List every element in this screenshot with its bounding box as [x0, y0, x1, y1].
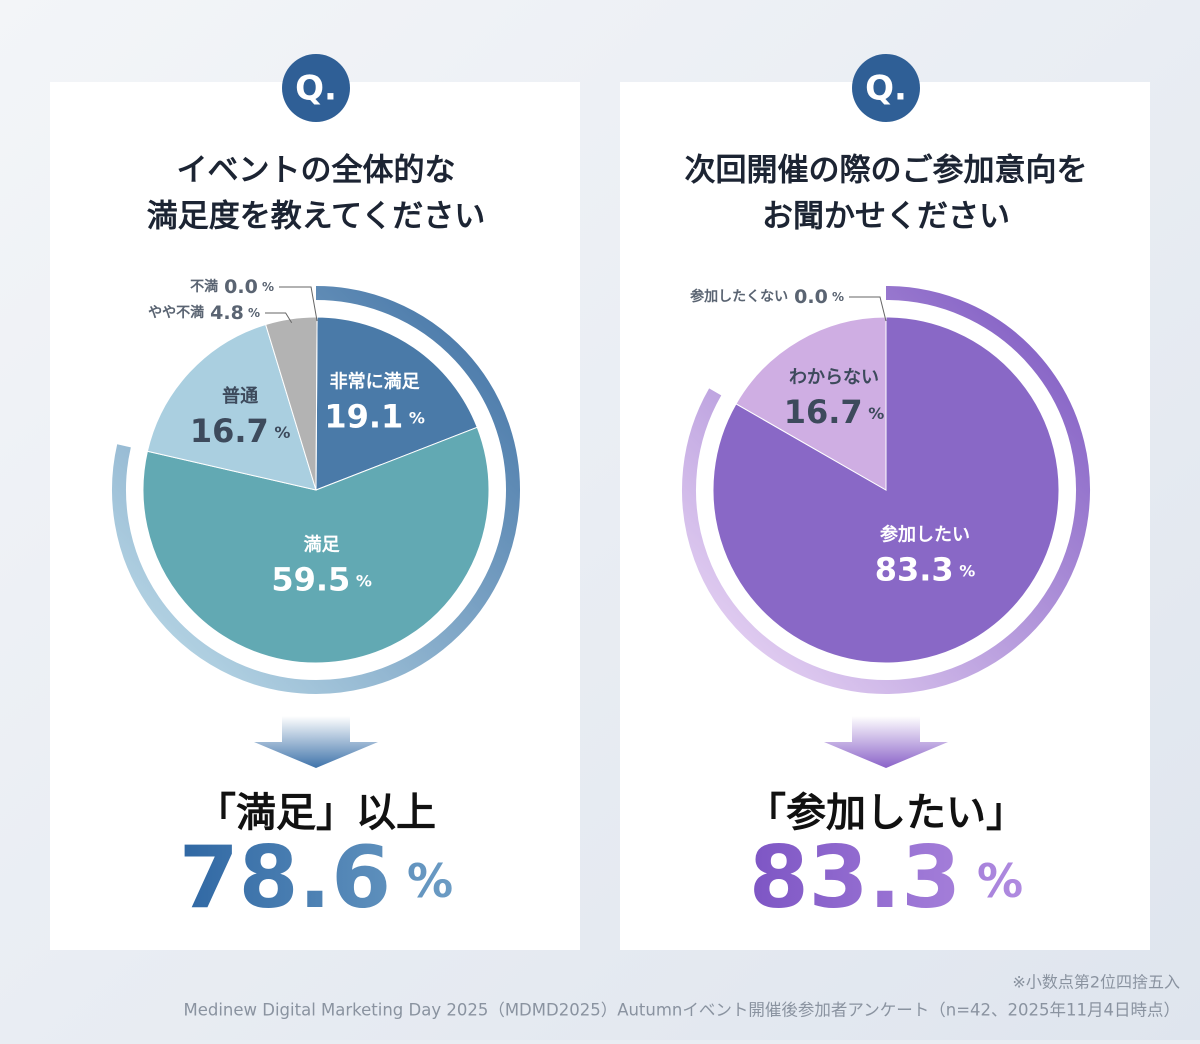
- pie-slice: [265, 316, 318, 491]
- leader-line: [849, 296, 887, 322]
- slice-name: 参加したくない: [690, 288, 788, 305]
- pie-slice: [315, 316, 478, 491]
- title: 満足度を教えてください: [147, 199, 486, 235]
- badge-circle: [282, 54, 350, 122]
- slice-name: 満足: [304, 534, 340, 556]
- slice-value: 4.8 %: [210, 302, 260, 324]
- leader-line: [265, 312, 293, 324]
- badge: Q.: [865, 69, 907, 109]
- title: 次回開催の際のご参加意向を: [685, 153, 1088, 189]
- source: Medinew Digital Marketing Day 2025（MDMD2…: [183, 1001, 1180, 1020]
- slice-value: 83.3 %: [875, 550, 976, 588]
- pie-slice: [146, 323, 317, 491]
- pie-slice: [142, 426, 490, 664]
- summary-label: 「満足」以上: [196, 790, 436, 836]
- slice-name: 普通: [222, 385, 258, 407]
- highlight-ring: [112, 286, 520, 694]
- slice-value: 19.1 %: [324, 397, 425, 435]
- summary-value: 78.6 %: [179, 828, 453, 928]
- summary-value: 83.3 %: [749, 828, 1023, 928]
- badge-circle: [852, 54, 920, 122]
- title: お聞かせください: [762, 199, 1010, 235]
- badge: Q.: [295, 69, 337, 109]
- slice-name: 非常に満足: [330, 370, 420, 392]
- slice-name: わからない: [789, 367, 879, 388]
- arrow: [254, 716, 378, 768]
- arrow: [824, 716, 948, 768]
- highlight-ring: [682, 286, 1090, 694]
- slice-name: 参加したい: [880, 523, 970, 545]
- slice-value: 16.7 %: [784, 393, 885, 431]
- summary-label: 「参加したい」: [746, 790, 1026, 836]
- slice-value: 0.0 %: [224, 276, 274, 298]
- slice-value: 16.7 %: [190, 412, 291, 450]
- slice-value: 59.5 %: [271, 561, 372, 599]
- pie-slice: [735, 316, 887, 491]
- title: イベントの全体的な: [177, 153, 456, 189]
- slice-value: 0.0 %: [794, 286, 844, 308]
- slice-name: 不満: [190, 278, 218, 295]
- leader-line: [279, 286, 318, 322]
- slice-name: やや不満: [148, 304, 204, 321]
- footnote: ※小数点第2位四捨五入: [1012, 973, 1180, 992]
